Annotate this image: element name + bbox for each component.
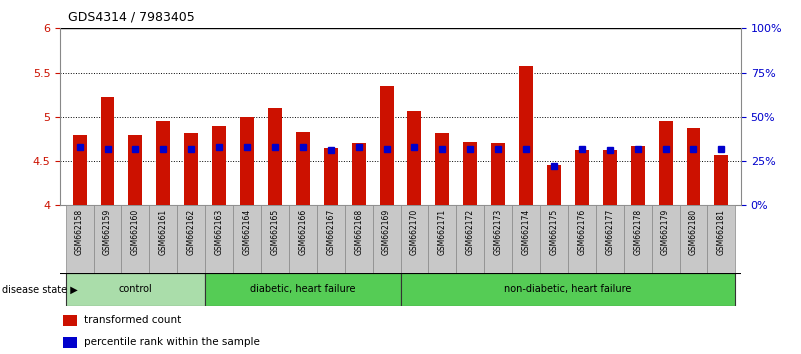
Bar	[63, 315, 77, 326]
Text: percentile rank within the sample: percentile rank within the sample	[84, 337, 260, 347]
Bar	[324, 148, 338, 205]
Text: GSM662178: GSM662178	[633, 209, 642, 255]
Text: GSM662161: GSM662161	[159, 209, 168, 255]
FancyBboxPatch shape	[94, 205, 122, 273]
Bar	[156, 121, 171, 205]
Text: GSM662177: GSM662177	[606, 209, 614, 255]
Bar	[212, 126, 226, 205]
Text: disease state ▶: disease state ▶	[2, 284, 78, 295]
Bar	[575, 150, 589, 205]
Text: control: control	[119, 284, 152, 295]
FancyBboxPatch shape	[372, 205, 400, 273]
Bar	[128, 135, 143, 205]
Text: GSM662175: GSM662175	[549, 209, 558, 255]
FancyBboxPatch shape	[316, 205, 344, 273]
Bar	[408, 110, 421, 205]
Text: GSM662171: GSM662171	[438, 209, 447, 255]
FancyBboxPatch shape	[177, 205, 205, 273]
Bar	[603, 150, 617, 205]
FancyBboxPatch shape	[261, 205, 289, 273]
FancyBboxPatch shape	[400, 273, 735, 306]
Bar	[296, 132, 310, 205]
Bar	[63, 337, 77, 348]
FancyBboxPatch shape	[344, 205, 372, 273]
Text: GSM662179: GSM662179	[661, 209, 670, 255]
FancyBboxPatch shape	[512, 205, 540, 273]
FancyBboxPatch shape	[679, 205, 707, 273]
FancyBboxPatch shape	[149, 205, 177, 273]
Bar	[658, 121, 673, 205]
Bar	[686, 128, 700, 205]
FancyBboxPatch shape	[624, 205, 652, 273]
Text: GSM662166: GSM662166	[298, 209, 308, 255]
Bar	[491, 143, 505, 205]
Text: GSM662165: GSM662165	[271, 209, 280, 255]
FancyBboxPatch shape	[652, 205, 679, 273]
Bar	[519, 67, 533, 205]
FancyBboxPatch shape	[429, 205, 457, 273]
Text: GSM662168: GSM662168	[354, 209, 363, 255]
Text: GSM662181: GSM662181	[717, 209, 726, 255]
Text: GSM662159: GSM662159	[103, 209, 112, 255]
Text: GSM662170: GSM662170	[410, 209, 419, 255]
Text: GSM662174: GSM662174	[521, 209, 530, 255]
Text: GSM662162: GSM662162	[187, 209, 195, 255]
Text: GSM662158: GSM662158	[75, 209, 84, 255]
Text: GSM662163: GSM662163	[215, 209, 223, 255]
Bar	[630, 146, 645, 205]
Text: GSM662180: GSM662180	[689, 209, 698, 255]
Bar	[240, 117, 254, 205]
Bar	[352, 143, 365, 205]
FancyBboxPatch shape	[596, 205, 624, 273]
Text: GSM662167: GSM662167	[326, 209, 336, 255]
Text: GDS4314 / 7983405: GDS4314 / 7983405	[68, 11, 195, 24]
Text: GSM662164: GSM662164	[243, 209, 252, 255]
FancyBboxPatch shape	[205, 205, 233, 273]
Text: transformed count: transformed count	[84, 315, 181, 325]
Text: GSM662173: GSM662173	[493, 209, 503, 255]
Bar	[547, 166, 561, 205]
Bar	[714, 155, 728, 205]
Text: non-diabetic, heart failure: non-diabetic, heart failure	[505, 284, 632, 295]
FancyBboxPatch shape	[568, 205, 596, 273]
FancyBboxPatch shape	[540, 205, 568, 273]
Bar	[463, 142, 477, 205]
Bar	[184, 133, 198, 205]
FancyBboxPatch shape	[485, 205, 512, 273]
FancyBboxPatch shape	[233, 205, 261, 273]
Text: diabetic, heart failure: diabetic, heart failure	[250, 284, 356, 295]
Bar	[73, 135, 87, 205]
Text: GSM662160: GSM662160	[131, 209, 140, 255]
Text: GSM662176: GSM662176	[578, 209, 586, 255]
FancyBboxPatch shape	[66, 205, 94, 273]
Bar	[380, 86, 393, 205]
FancyBboxPatch shape	[66, 273, 205, 306]
Text: GSM662172: GSM662172	[465, 209, 475, 255]
FancyBboxPatch shape	[707, 205, 735, 273]
FancyBboxPatch shape	[400, 205, 429, 273]
Bar	[268, 108, 282, 205]
FancyBboxPatch shape	[205, 273, 400, 306]
FancyBboxPatch shape	[289, 205, 316, 273]
Bar	[101, 97, 115, 205]
Bar	[436, 133, 449, 205]
FancyBboxPatch shape	[122, 205, 149, 273]
Text: GSM662169: GSM662169	[382, 209, 391, 255]
FancyBboxPatch shape	[457, 205, 485, 273]
